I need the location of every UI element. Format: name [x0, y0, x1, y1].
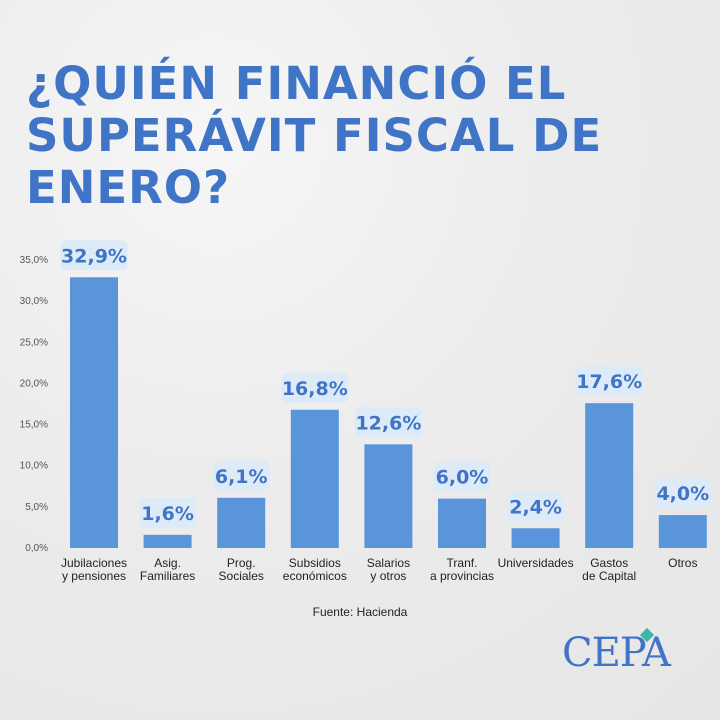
data-label-bg	[213, 460, 270, 491]
x-tick-label: económicos	[283, 569, 347, 583]
x-tick-label: Asig.	[154, 556, 181, 570]
data-label: 1,6%	[141, 503, 194, 525]
x-tick-label: Familiares	[140, 569, 195, 583]
x-tick-label: Gastos	[590, 556, 628, 570]
data-label: 4,0%	[656, 483, 709, 505]
logo-text: CEPA	[562, 630, 671, 676]
x-tick-label: Universidades	[498, 556, 574, 570]
y-tick-label: 5,0%	[25, 502, 48, 513]
data-label: 2,4%	[509, 496, 562, 518]
x-tick-label: Prog.	[227, 556, 256, 570]
x-tick-label: Tranf.	[447, 556, 478, 570]
data-label-bg	[654, 478, 711, 509]
bar	[438, 498, 486, 548]
y-tick-label: 15,0%	[20, 420, 48, 431]
data-label: 17,6%	[576, 371, 642, 393]
x-tick-label: y otros	[370, 569, 406, 583]
data-label: 6,0%	[436, 467, 489, 489]
bar	[217, 497, 266, 548]
cepa-logo: CEPA	[562, 627, 682, 678]
y-tick-label: 25,0%	[20, 337, 48, 348]
chart-title: ¿QUIÉN FINANCIÓ EL SUPERÁVIT FISCAL DE E…	[26, 57, 603, 214]
y-tick-label: 0,0%	[25, 543, 48, 554]
y-tick-label: 10,0%	[20, 461, 48, 472]
y-tick-label: 30,0%	[20, 296, 48, 307]
y-tick-label: 20,0%	[20, 378, 48, 389]
bar	[143, 534, 192, 548]
x-tick-label: Subsidios	[289, 556, 341, 570]
data-label-bg	[507, 491, 564, 522]
x-tick-label: y pensiones	[62, 569, 126, 583]
bar-chart: 0,0% 5,0% 10,0% 15,0% 20,0% 25,0% 30,0% 35,0% 32…	[20, 240, 711, 583]
bar	[585, 403, 634, 548]
x-tick-label: a provincias	[430, 569, 494, 583]
data-label-bg	[434, 461, 490, 492]
bar	[290, 409, 339, 548]
x-tick-label: Salarios	[367, 556, 410, 570]
bar	[658, 515, 707, 548]
x-tick-label: Sociales	[219, 569, 264, 583]
data-label-bg	[575, 366, 643, 397]
bar	[511, 528, 560, 548]
y-tick-label: 35,0%	[20, 255, 48, 266]
data-label: 12,6%	[355, 412, 421, 434]
data-label-bg	[281, 372, 349, 403]
data-label: 6,1%	[215, 466, 268, 488]
bar	[364, 444, 413, 548]
data-label-bg	[354, 407, 422, 438]
data-label-bg	[60, 240, 128, 271]
bar	[70, 277, 118, 548]
x-tick-label: de Capital	[582, 569, 636, 583]
data-label: 16,8%	[282, 378, 348, 400]
source-note: Fuente: Hacienda	[312, 605, 408, 619]
x-tick-label: Jubilaciones	[61, 556, 127, 570]
data-label-bg	[139, 497, 196, 528]
x-tick-label: Otros	[668, 556, 697, 570]
data-label: 32,9%	[61, 245, 127, 267]
